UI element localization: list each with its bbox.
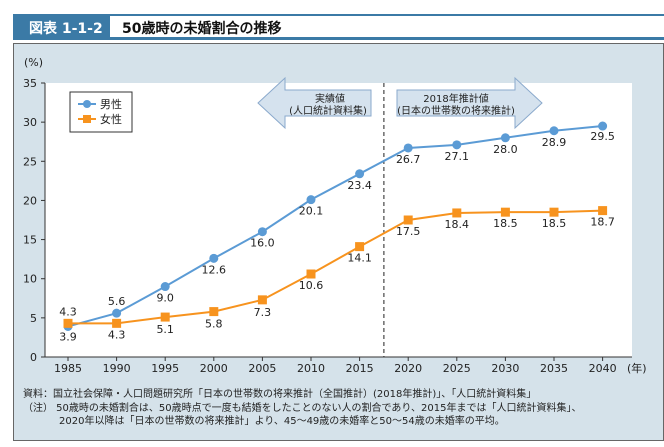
female-point	[549, 207, 559, 217]
female-data-label: 10.6	[299, 279, 324, 292]
female-data-label: 18.7	[590, 216, 615, 229]
female-data-label: 18.5	[493, 217, 518, 230]
x-tick-label: 2015	[346, 362, 374, 375]
actual-label: 実績値	[315, 92, 345, 105]
female-data-label: 5.8	[205, 318, 223, 331]
female-legend-label: 女性	[100, 112, 122, 126]
male-data-label: 20.1	[299, 205, 324, 218]
actual-source: (人口統計資料集)	[289, 104, 367, 117]
source-note: 資料：国立社会保障・人口問題研究所「日本の世帯数の将来推計（全国推計）(2018…	[23, 389, 537, 400]
male-data-label: 27.1	[445, 150, 470, 163]
figure-header: 図表 1-1-2 50歳時の未婚割合の推移	[13, 14, 664, 40]
female-point	[257, 295, 267, 305]
male-data-label: 16.0	[250, 237, 275, 250]
female-data-label: 18.5	[542, 217, 567, 230]
male-point	[403, 143, 413, 153]
y-tick-label: 30	[23, 116, 37, 129]
female-point	[160, 312, 170, 322]
x-tick-label: 1985	[54, 362, 82, 375]
male-point	[160, 282, 170, 292]
male-point	[549, 126, 559, 136]
x-tick-label: 2020	[394, 362, 422, 375]
female-data-label: 14.1	[347, 252, 372, 265]
male-data-label: 28.9	[542, 136, 567, 149]
x-tick-label: 2030	[491, 362, 519, 375]
female-series-line	[68, 209, 603, 325]
female-data-label: 17.5	[396, 225, 421, 238]
x-axis-label: (年)	[627, 361, 647, 375]
x-tick-label: 2025	[443, 362, 471, 375]
female-point	[452, 208, 462, 218]
projection-label: 2018年推計値	[423, 92, 488, 105]
male-point	[112, 308, 122, 318]
female-data-label: 18.4	[445, 218, 470, 231]
note-1: （注） 50歳時の未婚割合は、50歳時点で一度も結婚をしたことのない人の割合であ…	[23, 402, 582, 414]
x-tick-label: 1990	[103, 362, 131, 375]
female-data-label: 4.3	[108, 328, 126, 341]
female-data-label: 5.1	[156, 323, 174, 336]
female-legend-marker	[83, 115, 91, 123]
male-point	[355, 169, 365, 179]
male-point	[452, 140, 462, 150]
y-tick-label: 35	[23, 77, 37, 90]
female-point	[355, 242, 365, 252]
female-point	[63, 318, 73, 328]
male-point	[306, 195, 316, 205]
female-data-label: 7.3	[254, 306, 272, 319]
figure-title: 50歳時の未婚割合の推移	[110, 16, 664, 37]
male-data-label: 29.5	[590, 130, 615, 143]
male-data-label: 26.7	[396, 153, 421, 166]
figure-number: 図表 1-1-2	[29, 21, 103, 37]
notes: 資料：国立社会保障・人口問題研究所「日本の世帯数の将来推計（全国推計）(2018…	[23, 388, 581, 429]
x-tick-label: 2005	[248, 362, 276, 375]
male-series-line	[67, 125, 603, 328]
x-tick-label: 1995	[151, 362, 179, 375]
x-tick-label: 2040	[589, 362, 617, 375]
male-point	[257, 227, 267, 237]
male-point	[598, 121, 608, 131]
y-tick-label: 10	[23, 273, 37, 286]
male-data-label: 12.6	[202, 263, 227, 276]
x-tick-label: 2035	[540, 362, 568, 375]
female-point	[306, 269, 316, 279]
projection-arrow	[396, 76, 543, 130]
male-legend-label: 男性	[100, 97, 122, 111]
female-data-label: 4.3	[59, 305, 77, 318]
plot-area	[45, 83, 632, 357]
y-tick-label: 20	[23, 194, 37, 207]
male-data-label: 5.6	[108, 295, 126, 308]
projection-source: (日本の世帯数の将来推計)	[397, 104, 515, 117]
female-point	[598, 206, 608, 216]
female-point	[403, 215, 413, 225]
female-point	[112, 318, 122, 328]
actual-arrow	[257, 76, 372, 130]
male-data-label: 23.4	[347, 179, 372, 192]
y-axis-label: (%)	[24, 56, 43, 69]
y-tick-label: 25	[23, 155, 37, 168]
male-point	[500, 133, 510, 143]
note-2: 2020年以降は「日本の世帯数の将来推計」より、45～49歳の未婚率と50～54…	[59, 416, 505, 427]
y-tick-label: 15	[23, 234, 37, 247]
male-point	[209, 253, 219, 263]
male-data-label: 3.9	[59, 330, 77, 343]
y-tick-label: 5	[30, 312, 37, 325]
y-tick-label: 0	[30, 351, 37, 364]
x-tick-label: 2000	[200, 362, 228, 375]
female-point	[500, 207, 510, 217]
legend	[69, 91, 133, 133]
male-legend-marker	[83, 100, 91, 108]
x-tick-label: 2010	[297, 362, 325, 375]
male-data-label: 9.0	[156, 292, 174, 305]
female-point	[209, 307, 219, 317]
male-data-label: 28.0	[493, 143, 518, 156]
